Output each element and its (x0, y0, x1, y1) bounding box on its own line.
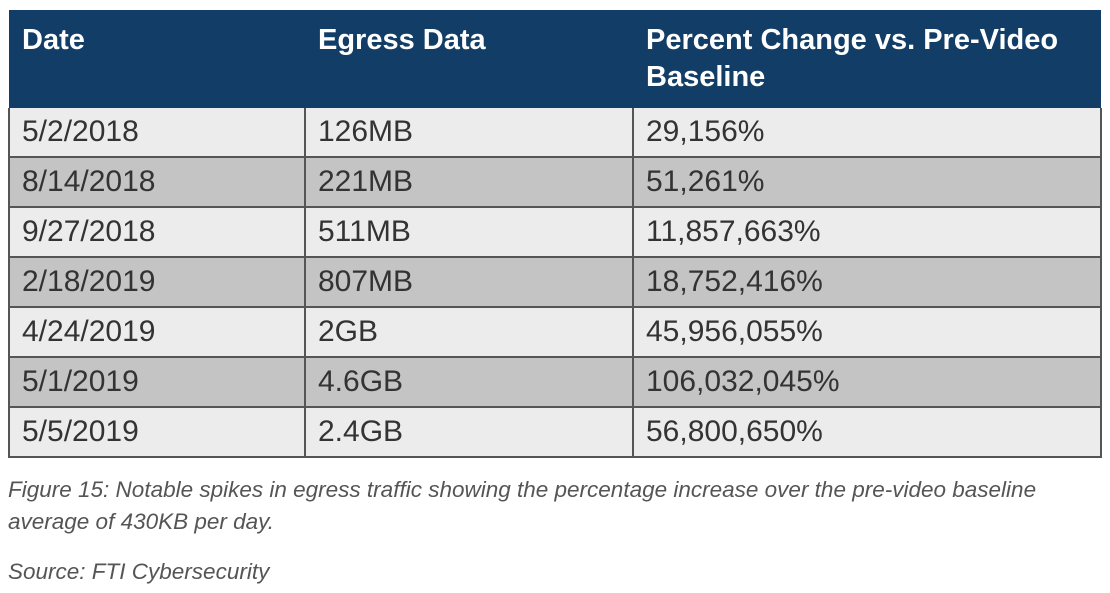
egress-table-container: Date Egress Data Percent Change vs. Pre-… (8, 10, 1102, 458)
cell-percent: 51,261% (633, 157, 1102, 208)
cell-percent: 29,156% (633, 108, 1102, 158)
cell-egress: 221MB (305, 157, 634, 208)
cell-percent: 106,032,045% (633, 357, 1102, 408)
cell-percent: 11,857,663% (633, 207, 1102, 258)
table-row: 2/18/2019 807MB 18,752,416% (8, 257, 1102, 308)
cell-egress: 4.6GB (305, 357, 634, 408)
cell-date: 5/1/2019 (8, 357, 306, 408)
cell-date: 2/18/2019 (8, 257, 306, 308)
cell-egress: 2.4GB (305, 407, 634, 458)
header-date: Date (9, 10, 305, 108)
table-row: 5/5/2019 2.4GB 56,800,650% (8, 407, 1102, 458)
cell-egress: 2GB (305, 307, 634, 358)
cell-percent: 45,956,055% (633, 307, 1102, 358)
cell-egress: 511MB (305, 207, 634, 258)
cell-date: 4/24/2019 (8, 307, 306, 358)
header-egress-data: Egress Data (305, 10, 633, 108)
cell-percent: 18,752,416% (633, 257, 1102, 308)
figure-caption: Figure 15: Notable spikes in egress traf… (8, 477, 1037, 534)
egress-table: Date Egress Data Percent Change vs. Pre-… (8, 10, 1102, 458)
table-row: 8/14/2018 221MB 51,261% (8, 157, 1102, 208)
cell-percent: 56,800,650% (633, 407, 1102, 458)
header-percent-change: Percent Change vs. Pre-Video Baseline (633, 10, 1101, 108)
source-note: Source: FTI Cybersecurity (8, 559, 270, 584)
cell-date: 5/2/2018 (8, 108, 306, 158)
cell-date: 5/5/2019 (8, 407, 306, 458)
cell-date: 9/27/2018 (8, 207, 306, 258)
table-row: 5/1/2019 4.6GB 106,032,045% (8, 357, 1102, 408)
cell-date: 8/14/2018 (8, 157, 306, 208)
table-header-row: Date Egress Data Percent Change vs. Pre-… (9, 10, 1101, 108)
table-row: 4/24/2019 2GB 45,956,055% (8, 307, 1102, 358)
cell-egress: 807MB (305, 257, 634, 308)
table-row: 9/27/2018 511MB 11,857,663% (8, 207, 1102, 258)
cell-egress: 126MB (305, 108, 634, 158)
table-row: 5/2/2018 126MB 29,156% (8, 108, 1102, 158)
